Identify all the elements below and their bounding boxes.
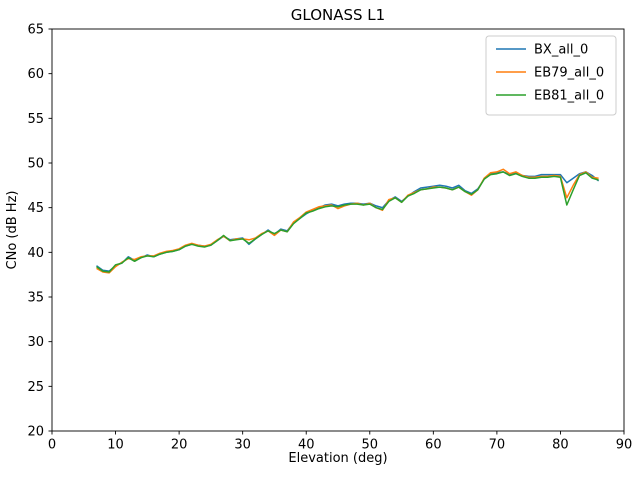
x-tick-label: 0 xyxy=(48,438,56,453)
x-tick-label: 80 xyxy=(552,438,569,453)
y-tick-label: 60 xyxy=(27,67,44,82)
legend-entry-label: EB79_all_0 xyxy=(534,66,604,81)
y-tick-label: 35 xyxy=(27,291,44,306)
series-line-EB81_all_0 xyxy=(96,171,599,273)
y-tick-label: 30 xyxy=(27,335,44,350)
y-tick-label: 45 xyxy=(27,201,44,216)
y-tick-label: 65 xyxy=(27,23,44,38)
legend: BX_all_0 EB79_all_0 EB81_all_0 xyxy=(485,35,617,116)
x-axis-label: Elevation (deg) xyxy=(288,451,387,466)
x-tick-label: 40 xyxy=(298,438,315,453)
legend-entry-label: BX_all_0 xyxy=(534,43,588,58)
x-tick-label: 30 xyxy=(234,438,251,453)
x-tick-label: 10 xyxy=(107,438,124,453)
legend-entry-label: EB81_all_0 xyxy=(534,89,604,104)
y-tick-label: 25 xyxy=(27,380,44,395)
y-tick-label: 55 xyxy=(27,112,44,127)
x-tick-label: 50 xyxy=(362,438,379,453)
x-tick-label: 20 xyxy=(171,438,188,453)
chart-title: GLONASS L1 xyxy=(291,6,385,24)
y-axis-label: CNo (dB Hz) xyxy=(5,191,20,270)
x-tick-label: 90 xyxy=(616,438,633,453)
x-tick-label: 70 xyxy=(489,438,506,453)
y-tick-label: 50 xyxy=(27,157,44,172)
y-tick-label: 40 xyxy=(27,246,44,261)
y-tick-label: 20 xyxy=(27,425,44,440)
x-tick-label: 60 xyxy=(425,438,442,453)
